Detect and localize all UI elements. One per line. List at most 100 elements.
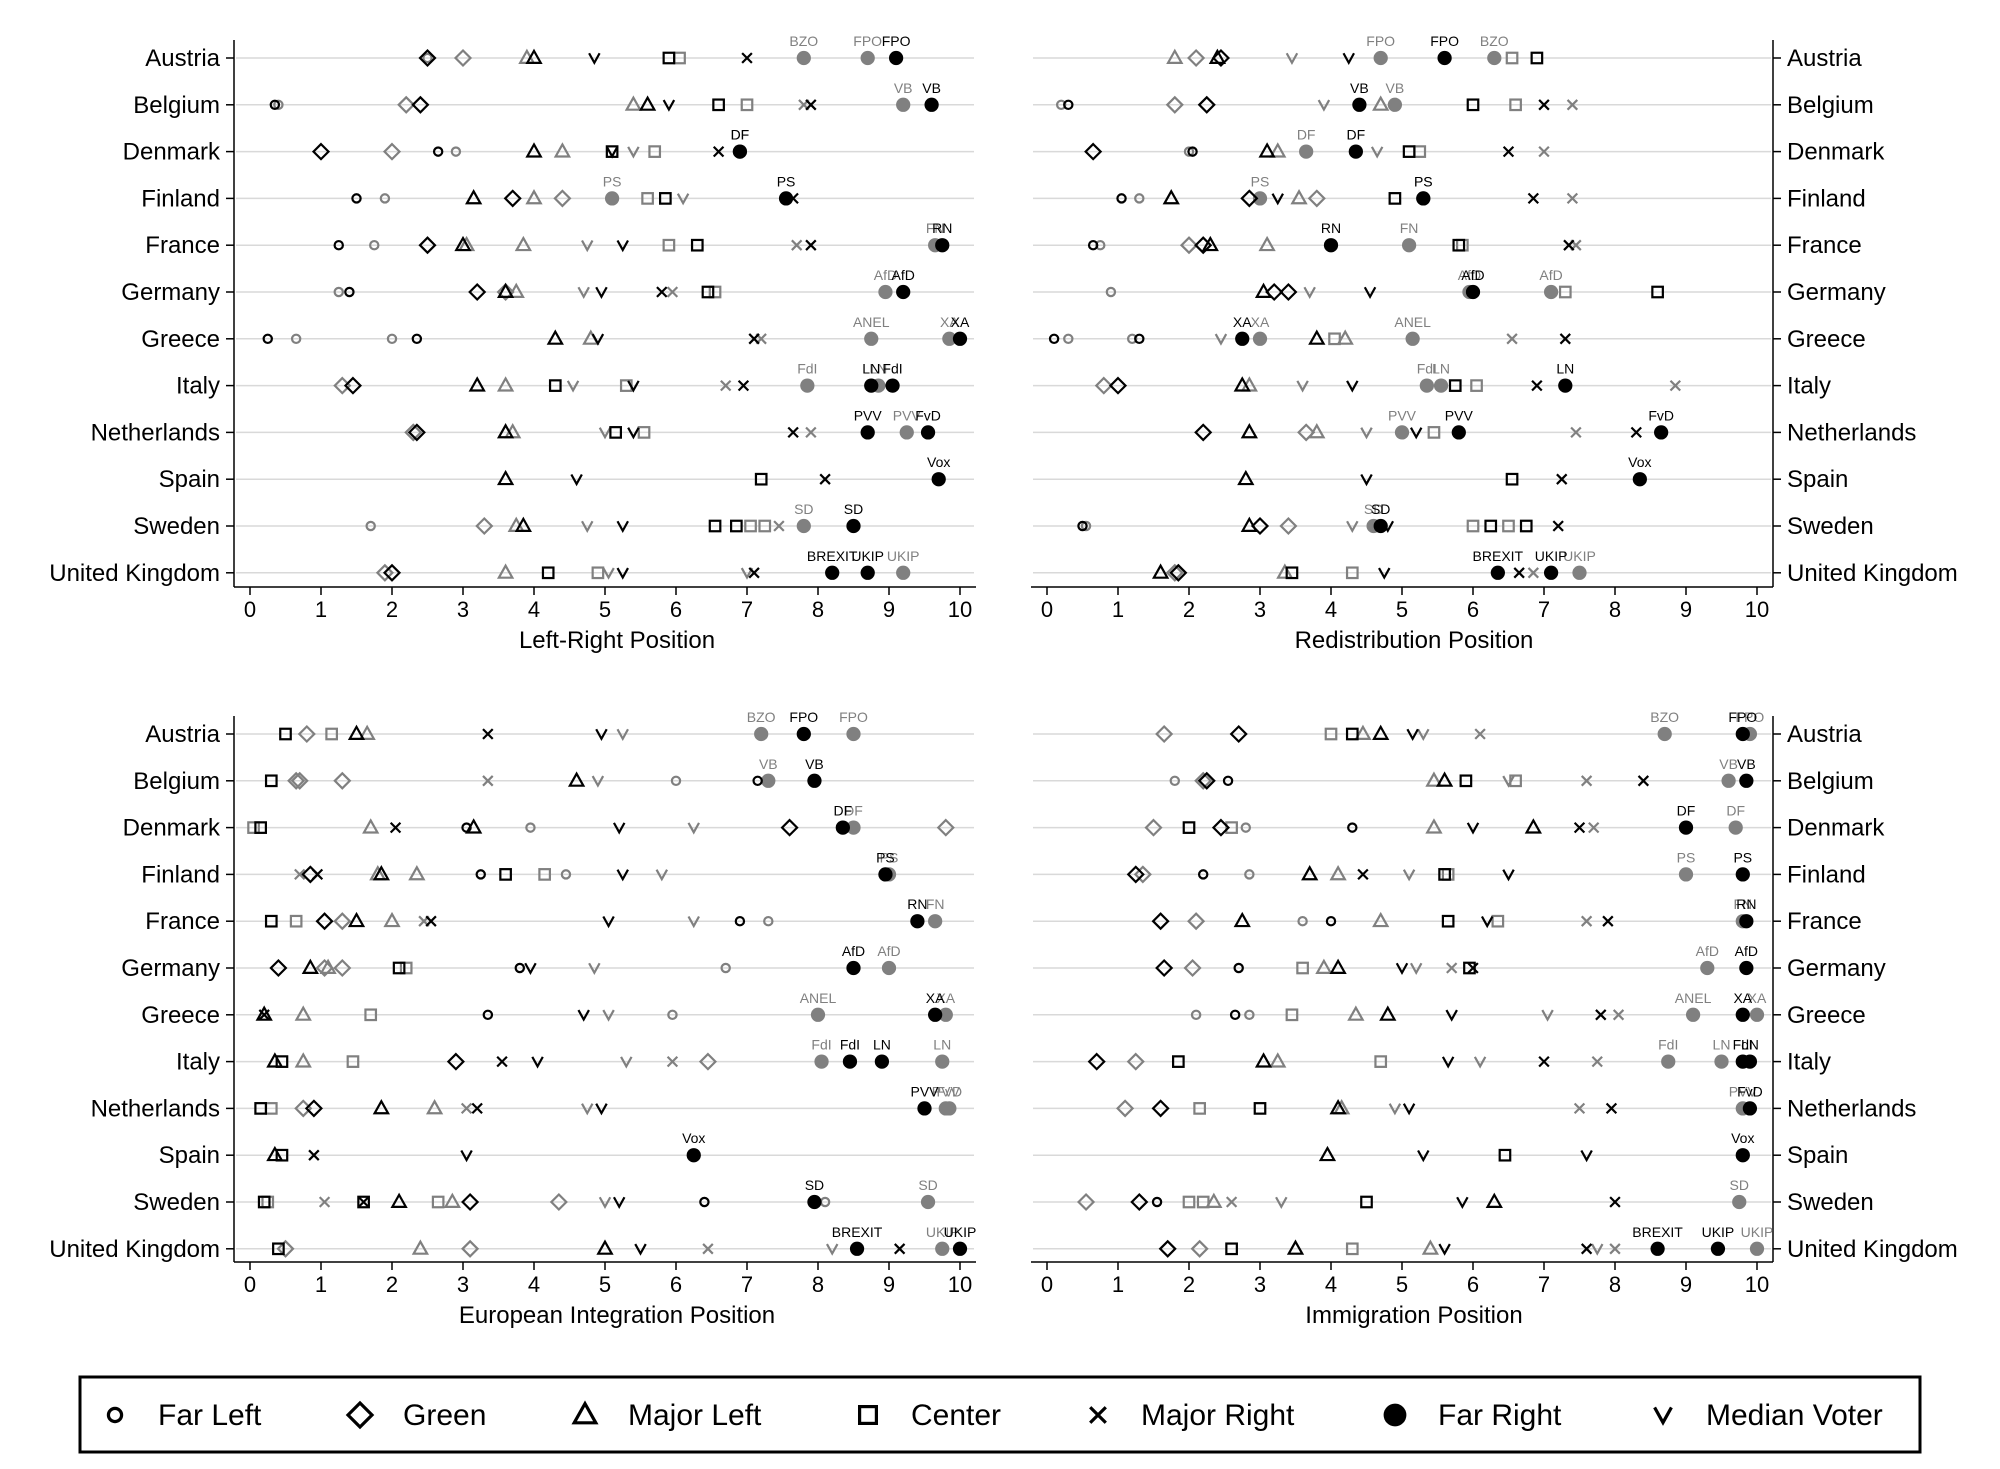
point-center — [1491, 914, 1505, 928]
party-label: AfD — [842, 943, 865, 959]
row-belgium: Belgium VB VB — [1033, 80, 1874, 119]
country-label: Germany — [1787, 279, 1886, 306]
party-label: XA — [1251, 314, 1270, 330]
x-tick-label: 4 — [1325, 597, 1337, 622]
point-center — [346, 1055, 360, 1068]
point-median — [740, 567, 754, 580]
party-label: FPO — [1366, 33, 1395, 49]
point-median — [1271, 193, 1284, 206]
point-farleft — [1347, 822, 1358, 833]
point-center — [690, 238, 704, 252]
point-median — [655, 869, 669, 882]
point-green — [404, 423, 423, 442]
square-icon — [857, 1404, 878, 1425]
point-farleft — [1087, 239, 1099, 251]
point-median — [1317, 99, 1331, 112]
point-farright — [1572, 565, 1587, 580]
point-farright — [754, 726, 769, 742]
party-label: LN — [869, 361, 887, 377]
party-label: DF — [1726, 803, 1745, 819]
point-farright — [910, 914, 925, 929]
party-label: FdI — [1658, 1037, 1678, 1053]
point-green — [1094, 376, 1113, 395]
party-label: PS — [1414, 173, 1433, 189]
x-tick-label: 10 — [1745, 1272, 1769, 1297]
point-farright — [899, 425, 914, 440]
point-majleft — [1240, 423, 1258, 439]
point-center — [399, 961, 413, 975]
point-center — [364, 1008, 378, 1022]
country-label: Austria — [1787, 721, 1862, 748]
country-label: France — [145, 232, 220, 259]
panel-redistribution: 0 1 2 3 4 5 6 7 8 9 10 Redistribution Position Austr… — [1031, 33, 1958, 654]
point-farright — [1732, 1194, 1747, 1210]
x-tick-label: 4 — [1325, 1272, 1337, 1297]
party-label: RN — [907, 896, 927, 912]
country-label: Netherlands — [91, 1095, 220, 1122]
point-center — [279, 727, 292, 741]
party-label: AfD — [874, 267, 897, 283]
point-median — [1409, 427, 1423, 440]
point-majright — [893, 1243, 906, 1255]
point-farright — [1323, 238, 1339, 253]
point-farright — [1735, 1148, 1750, 1163]
point-farright — [1685, 1007, 1701, 1022]
x-tick-label: 6 — [670, 597, 682, 622]
point-green — [1179, 236, 1199, 255]
point-center — [325, 727, 338, 741]
party-label: PS — [777, 173, 796, 189]
point-center — [1285, 566, 1299, 580]
country-label: Spain — [159, 466, 220, 493]
party-label: FdI — [811, 1037, 831, 1053]
row-austria: Austria BZO FPO FPO — [145, 709, 974, 748]
point-majleft — [465, 818, 483, 834]
point-median — [1370, 146, 1384, 159]
x-tick-label: 1 — [1112, 1272, 1124, 1297]
x-tick-label: 6 — [1467, 597, 1479, 622]
legend: Far Left Green Major Left Center Major Right… — [78, 1375, 1922, 1454]
legend-item-farright: Far Right — [1383, 1399, 1562, 1432]
point-center — [289, 914, 303, 928]
point-majleft — [1336, 329, 1354, 345]
party-label: SD — [1364, 501, 1383, 517]
country-label: Italy — [176, 1049, 220, 1076]
point-farright — [1487, 50, 1502, 66]
x-tick-label: 7 — [741, 1272, 753, 1297]
point-farright — [1721, 773, 1736, 788]
point-majleft — [408, 865, 426, 881]
point-farleft — [422, 52, 433, 64]
party-label: FPO — [853, 33, 882, 49]
party-label: FPO — [1430, 33, 1459, 49]
point-majright — [294, 868, 306, 881]
point-majright — [482, 775, 494, 787]
point-green — [1187, 912, 1206, 931]
point-green — [475, 516, 494, 536]
point-farleft — [432, 146, 444, 157]
point-median — [662, 99, 676, 112]
x-tick-label: 2 — [1183, 1272, 1195, 1297]
point-center — [641, 192, 654, 205]
point-median — [1417, 1149, 1430, 1163]
point-majleft — [1318, 1145, 1337, 1162]
party-label: RN — [1321, 220, 1341, 236]
point-farleft — [699, 1196, 710, 1208]
point-farleft — [1134, 193, 1145, 204]
point-median — [581, 520, 594, 533]
point-farright — [1661, 1054, 1676, 1069]
panel-european-integration: 0 1 2 3 4 5 6 7 8 9 10 European Integration Positio… — [49, 709, 976, 1329]
point-median — [605, 146, 619, 159]
point-center — [637, 426, 651, 439]
point-farright — [1739, 960, 1754, 976]
party-label: LN — [1432, 361, 1450, 377]
point-green — [1155, 724, 1174, 744]
point-center — [662, 51, 676, 65]
point-farright — [846, 820, 861, 835]
point-majleft — [507, 282, 525, 298]
point-median — [616, 520, 629, 533]
country-label: Greece — [1787, 326, 1866, 353]
x-tick-label: 5 — [599, 597, 611, 622]
point-center — [701, 285, 715, 299]
